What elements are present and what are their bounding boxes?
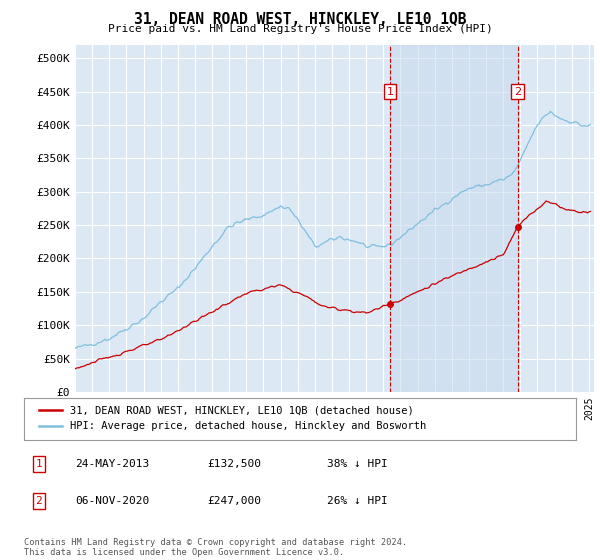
Text: £247,000: £247,000 (207, 496, 261, 506)
Text: 24-MAY-2013: 24-MAY-2013 (75, 459, 149, 469)
Text: 1: 1 (35, 459, 43, 469)
Text: 2: 2 (514, 87, 521, 97)
Text: £132,500: £132,500 (207, 459, 261, 469)
Text: 1: 1 (386, 87, 394, 97)
Text: Contains HM Land Registry data © Crown copyright and database right 2024.
This d: Contains HM Land Registry data © Crown c… (24, 538, 407, 557)
Text: 26% ↓ HPI: 26% ↓ HPI (327, 496, 388, 506)
Text: 06-NOV-2020: 06-NOV-2020 (75, 496, 149, 506)
Text: 31, DEAN ROAD WEST, HINCKLEY, LE10 1QB: 31, DEAN ROAD WEST, HINCKLEY, LE10 1QB (134, 12, 466, 27)
Text: Price paid vs. HM Land Registry's House Price Index (HPI): Price paid vs. HM Land Registry's House … (107, 24, 493, 34)
Bar (390, 45, 518, 392)
Text: 2: 2 (35, 496, 43, 506)
Legend: 31, DEAN ROAD WEST, HINCKLEY, LE10 1QB (detached house), HPI: Average price, det: 31, DEAN ROAD WEST, HINCKLEY, LE10 1QB (… (35, 402, 431, 435)
Text: 38% ↓ HPI: 38% ↓ HPI (327, 459, 388, 469)
